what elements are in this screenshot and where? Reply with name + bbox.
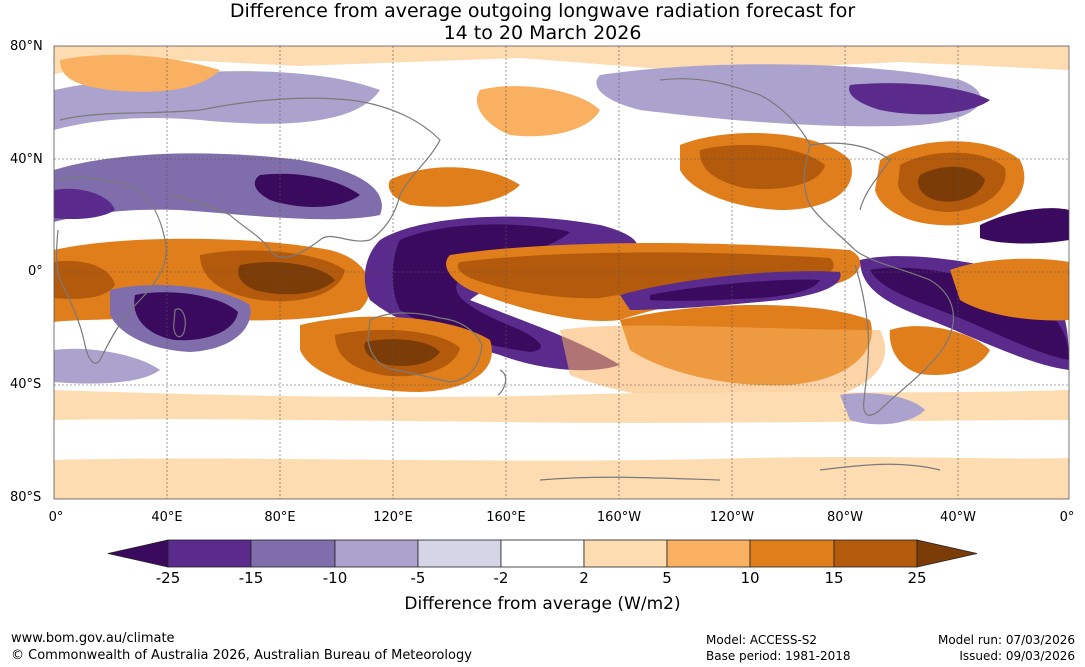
- lon-label-0-right: 0°: [1059, 510, 1075, 525]
- region-sw-io-purple: [54, 348, 160, 384]
- colorbar-tick: -2: [493, 569, 509, 587]
- footer-base-period: Base period: 1981-2018: [706, 649, 851, 663]
- colorbar-arrow-high: [916, 539, 978, 568]
- region-atl-dark-purple: [980, 208, 1069, 244]
- lat-label-eq: 0°: [28, 264, 43, 279]
- graticule: [54, 46, 1069, 499]
- region-eatl-orange: [950, 258, 1069, 321]
- colorbar-title: Difference from average (W/m2): [404, 594, 681, 614]
- colorbar-swatch: [334, 539, 419, 568]
- region-nw-pacific-orange: [476, 86, 600, 137]
- chart-title-line-1: Difference from average outgoing longwav…: [229, 0, 856, 22]
- coastlines: [56, 78, 954, 481]
- region-eqpac-brown: [457, 252, 834, 299]
- region-natl-dark: [918, 166, 985, 202]
- lon-label-160e: 160°E: [486, 510, 526, 525]
- colorbar-tick: 5: [662, 569, 672, 587]
- region-asia-midlat-dark: [254, 173, 360, 207]
- region-antarctic-purple: [840, 393, 925, 425]
- colorbar: [107, 539, 978, 568]
- lon-label-120w: 120°W: [709, 510, 755, 525]
- region-spcz-dark: [392, 224, 570, 352]
- lon-label-160w: 160°W: [596, 510, 642, 525]
- footer-copyright: © Commonwealth of Australia 2026, Austra…: [11, 648, 472, 663]
- colorbar-tick: 25: [907, 569, 927, 587]
- region-africa-brown: [54, 260, 115, 299]
- colorbar-tick: -5: [410, 569, 426, 587]
- lat-label-40n: 40°N: [10, 152, 43, 167]
- colorbar-tick: 2: [579, 569, 589, 587]
- region-samerica-dark: [870, 267, 1069, 360]
- footer-issued: Issued: 09/03/2026: [959, 649, 1075, 663]
- colorbar-tick: -25: [155, 569, 181, 587]
- region-siberia-orange: [60, 54, 220, 92]
- lon-label-0-left: 0°: [48, 510, 64, 525]
- anomaly-field: [54, 46, 1069, 499]
- colorbar-swatch: [833, 539, 918, 568]
- footer-website: www.bom.gov.au/climate: [11, 631, 175, 646]
- region-sio-dark: [134, 292, 238, 341]
- lat-label-80s: 80°S: [10, 490, 42, 505]
- colorbar-swatch: [666, 539, 751, 568]
- region-satl-orange: [889, 326, 990, 375]
- lat-label-40s: 40°S: [10, 377, 42, 392]
- colorbar-swatch: [250, 539, 336, 568]
- lon-label-40e: 40°E: [151, 510, 183, 525]
- region-aus-dark: [364, 339, 440, 366]
- lon-label-80e: 80°E: [264, 510, 296, 525]
- region-nafrica-purple: [54, 188, 115, 220]
- colorbar-swatch: [583, 539, 668, 568]
- colorbar-tick: -10: [322, 569, 348, 587]
- region-io-dark: [238, 262, 335, 295]
- region-spac-light: [560, 325, 886, 406]
- region-npac-north-dark-purple: [849, 83, 990, 115]
- colorbar-swatch: [749, 539, 835, 568]
- colorbar-arrow-low: [107, 539, 169, 568]
- chart-title-line-2: 14 to 20 March 2026: [443, 22, 642, 44]
- lon-label-40w: 40°W: [940, 510, 976, 525]
- colorbar-tick: 15: [824, 569, 844, 587]
- map-frame: [53, 45, 1070, 500]
- lon-label-120e: 120°E: [373, 510, 413, 525]
- colorbar-tick: -15: [238, 569, 264, 587]
- region-arctic-orange: [54, 46, 1069, 74]
- colorbar-swatch: [167, 539, 252, 568]
- lat-label-80n: 80°N: [10, 39, 43, 54]
- region-npac-brown: [699, 145, 825, 190]
- footer-model-run: Model run: 07/03/2026: [937, 633, 1075, 647]
- region-eqpac-dark: [650, 279, 820, 301]
- colorbar-swatch: [500, 539, 585, 568]
- footer-model: Model: ACCESS-S2: [706, 633, 818, 647]
- lon-label-80w: 80°W: [827, 510, 863, 525]
- region-ne-asia-orange: [388, 167, 520, 207]
- region-southern-orange: [54, 390, 1069, 423]
- colorbar-tick: 10: [740, 569, 760, 587]
- colorbar-swatch: [417, 539, 502, 568]
